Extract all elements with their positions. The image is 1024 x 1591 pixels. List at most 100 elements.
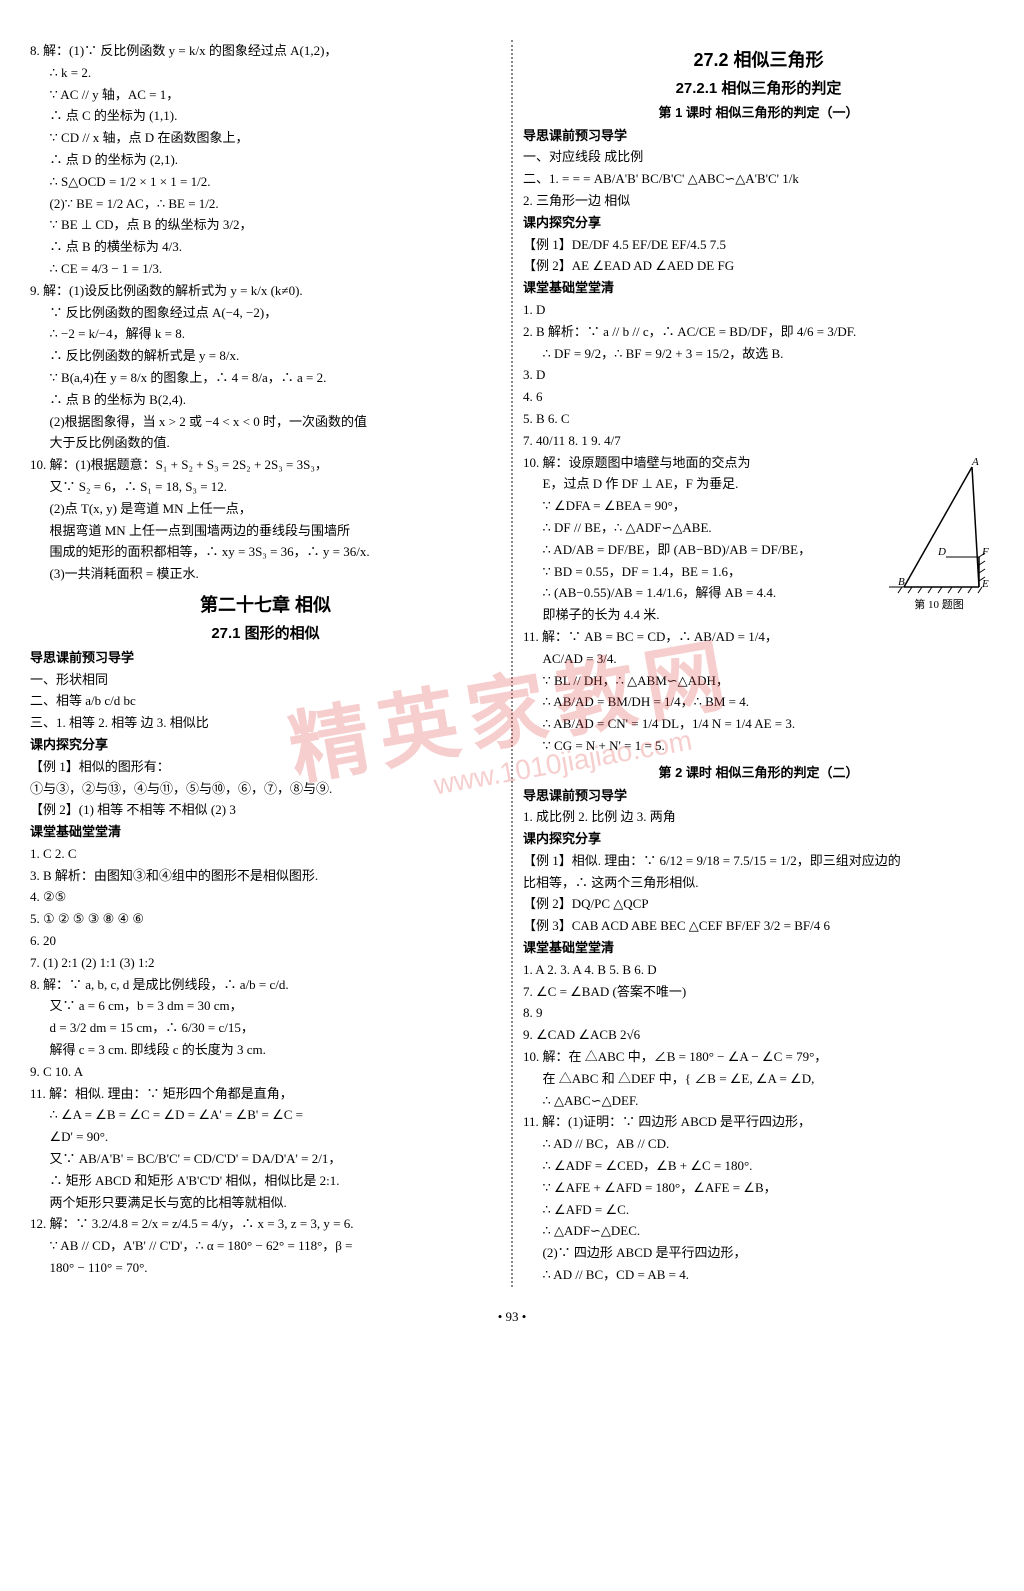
text-line: ∵ AB // CD，A'B' // C'D'，∴ α = 180° − 62°… — [30, 1236, 501, 1257]
text-line: ∵ ∠AFE + ∠AFD = 180°，∠AFE = ∠B， — [523, 1178, 994, 1199]
text-line: 一、对应线段 成比例 — [523, 147, 994, 168]
figure-10: A B D F E 第 10 题图 — [884, 457, 994, 615]
text-line: ∴ 反比例函数的解析式是 y = 8/x. — [30, 346, 501, 367]
svg-text:E: E — [981, 578, 989, 590]
text-line: ∴ AB/AD = BM/DH = 1/4，∴ BM = 4. — [523, 692, 994, 713]
text-line: 11. 解：相似. 理由：∵ 矩形四个角都是直角， — [30, 1084, 501, 1105]
text-line: ∵ BE ⊥ CD，点 B 的纵坐标为 3/2， — [30, 215, 501, 236]
text-line: ∴ 点 B 的坐标为 B(2,4). — [30, 390, 501, 411]
text-line: d = 3/2 dm = 15 cm，∴ 6/30 = c/15， — [30, 1018, 501, 1039]
text-line: 5. B 6. C — [523, 409, 994, 430]
text-line: ∴ S△OCD = 1/2 × 1 × 1 = 1/2. — [30, 172, 501, 193]
text-line: 三、1. 相等 2. 相等 边 3. 相似比 — [30, 713, 501, 734]
text-line: ∴ 点 D 的坐标为 (2,1). — [30, 150, 501, 171]
text-line: 【例 2】AE ∠EAD AD ∠AED DE FG — [523, 256, 994, 277]
svg-text:F: F — [981, 546, 989, 558]
text-line: 9. ∠CAD ∠ACB 2√6 — [523, 1025, 994, 1046]
text-line: 3. B 解析：由图知③和④组中的图形不是相似图形. — [30, 866, 501, 887]
text-line: 9. C 10. A — [30, 1062, 501, 1083]
text-line: 二、1. = = = AB/A'B' BC/B'C' △ABC∽△A'B'C' … — [523, 169, 994, 190]
text-line: 5. ① ② ⑤ ③ ⑧ ④ ⑥ — [30, 909, 501, 930]
right-column: 27.2 相似三角形 27.2.1 相似三角形的判定 第 1 课时 相似三角形的… — [523, 40, 994, 1287]
text-line: 180° − 110° = 70°. — [30, 1258, 501, 1279]
text-line: ∴ ∠ADF = ∠CED，∠B + ∠C = 180°. — [523, 1156, 994, 1177]
text-line: 8. 解：(1)∵ 反比例函数 y = k/x 的图象经过点 A(1,2)， — [30, 41, 501, 62]
text-line: ∠D' = 90°. — [30, 1127, 501, 1148]
text-line: (2)根据图象得，当 x > 2 或 −4 < x < 0 时，一次函数的值 — [30, 412, 501, 433]
text-line: 4. ②⑤ — [30, 887, 501, 908]
text-line: ①与③，②与⑬，④与⑪，⑤与⑩，⑥，⑦，⑧与⑨. — [30, 779, 501, 800]
text-line: ∴ △ADF∽△DEC. — [523, 1221, 994, 1242]
text-line: ∵ 反比例函数的图象经过点 A(−4, −2)， — [30, 303, 501, 324]
text-line: 【例 2】(1) 相等 不相等 不相似 (2) 3 — [30, 800, 501, 821]
text-line: AC/AD = 3/4. — [523, 649, 994, 670]
text-line: (3)一共消耗面积 = 模正水. — [30, 564, 501, 585]
chapter-title: 第二十七章 相似 — [30, 591, 501, 620]
text-line: ∴ −2 = k/−4，解得 k = 8. — [30, 324, 501, 345]
text-line: 在 △ABC 和 △DEF 中，{ ∠B = ∠E, ∠A = ∠D, — [523, 1069, 994, 1090]
figure-caption: 第 10 题图 — [884, 597, 994, 615]
left-column: 8. 解：(1)∵ 反比例函数 y = k/x 的图象经过点 A(1,2)， ∴… — [30, 40, 501, 1287]
heading: 课内探究分享 — [523, 829, 994, 850]
text-line: 【例 1】相似的图形有： — [30, 757, 501, 778]
heading: 课内探究分享 — [30, 735, 501, 756]
heading: 课堂基础堂堂清 — [30, 822, 501, 843]
text-line: 2. 三角形一边 相似 — [523, 191, 994, 212]
text-line: 1. 成比例 2. 比例 边 3. 两角 — [523, 807, 994, 828]
text-line: 1. D — [523, 300, 994, 321]
text-line: ∴ 点 C 的坐标为 (1,1). — [30, 106, 501, 127]
text-line: 2. B 解析：∵ a // b // c，∴ AC/CE = BD/DF，即 … — [523, 322, 994, 343]
heading: 课内探究分享 — [523, 213, 994, 234]
text-line: 【例 1】DE/DF 4.5 EF/DE EF/4.5 7.5 — [523, 235, 994, 256]
page-container: 8. 解：(1)∵ 反比例函数 y = k/x 的图象经过点 A(1,2)， ∴… — [30, 40, 994, 1287]
section-title: 27.1 图形的相似 — [30, 622, 501, 646]
text-line: ∵ B(a,4)在 y = 8/x 的图象上，∴ 4 = 8/a，∴ a = 2… — [30, 368, 501, 389]
text-line: ∴ 矩形 ABCD 和矩形 A'B'C'D' 相似，相似比是 2:1. — [30, 1171, 501, 1192]
text-line: ∴ AB/AD = CN' = 1/4 DL，1/4 N = 1/4 AE = … — [523, 714, 994, 735]
text-line: 10. 解：在 △ABC 中，∠B = 180° − ∠A − ∠C = 79°… — [523, 1047, 994, 1068]
chapter-title: 27.2 相似三角形 — [523, 46, 994, 75]
section-title: 27.2.1 相似三角形的判定 — [523, 77, 994, 101]
text-line: 一、形状相同 — [30, 670, 501, 691]
text-line: 8. 9 — [523, 1003, 994, 1024]
text-line: 11. 解：∵ AB = BC = CD，∴ AB/AD = 1/4， — [523, 627, 994, 648]
svg-text:B: B — [898, 576, 905, 588]
svg-text:D: D — [937, 546, 946, 558]
text-line: 12. 解：∵ 3.2/4.8 = 2/x = z/4.5 = 4/y，∴ x … — [30, 1214, 501, 1235]
heading: 导思课前预习导学 — [523, 126, 994, 147]
text-line: ∵ AC // y 轴，AC = 1， — [30, 85, 501, 106]
column-divider — [511, 40, 513, 1287]
text-line: 又∵ S₂ = 6，∴ S₁ = 18, S₃ = 12. — [30, 477, 501, 498]
text-line: 解得 c = 3 cm. 即线段 c 的长度为 3 cm. — [30, 1040, 501, 1061]
text-line: 两个矩形只要满足长与宽的比相等就相似. — [30, 1193, 501, 1214]
page-number: • 93 • — [30, 1307, 994, 1328]
text-line: 又∵ AB/A'B' = BC/B'C' = CD/C'D' = DA/D'A'… — [30, 1149, 501, 1170]
text-line: 3. D — [523, 365, 994, 386]
text-line: 8. 解：∵ a, b, c, d 是成比例线段，∴ a/b = c/d. — [30, 975, 501, 996]
text-line: ∴ △ABC∽△DEF. — [523, 1091, 994, 1112]
text-line: 7. ∠C = ∠BAD (答案不唯一) — [523, 982, 994, 1003]
text-line: 6. 20 — [30, 931, 501, 952]
text-line: ∵ CG = N + N' = 1 = 5. — [523, 736, 994, 757]
svg-text:A: A — [971, 457, 979, 468]
text-line: 【例 3】CAB ACD ABE BEC △CEF BF/EF 3/2 = BF… — [523, 916, 994, 937]
text-line: 7. (1) 2:1 (2) 1:1 (3) 1:2 — [30, 953, 501, 974]
heading: 课堂基础堂堂清 — [523, 938, 994, 959]
heading: 导思课前预习导学 — [30, 648, 501, 669]
text-line: 1. A 2. 3. A 4. B 5. B 6. D — [523, 960, 994, 981]
text-line: (2)∵ BE = 1/2 AC，∴ BE = 1/2. — [30, 194, 501, 215]
text-line: ∴ ∠A = ∠B = ∠C = ∠D = ∠A' = ∠B' = ∠C = — [30, 1105, 501, 1126]
text-line: ∴ AD // BC，CD = AB = 4. — [523, 1265, 994, 1286]
text-line: 又∵ a = 6 cm，b = 3 dm = 30 cm， — [30, 996, 501, 1017]
text-line: 【例 1】相似. 理由：∵ 6/12 = 9/18 = 7.5/15 = 1/2… — [523, 851, 994, 872]
text-line: ∴ ∠AFD = ∠C. — [523, 1200, 994, 1221]
text-line: 11. 解：(1)证明：∵ 四边形 ABCD 是平行四边形， — [523, 1112, 994, 1133]
text-line: 比相等，∴ 这两个三角形相似. — [523, 873, 994, 894]
text-line: 9. 解：(1)设反比例函数的解析式为 y = k/x (k≠0). — [30, 281, 501, 302]
text-line: ∴ DF = 9/2，∴ BF = 9/2 + 3 = 15/2，故选 B. — [523, 344, 994, 365]
text-line: ∵ CD // x 轴，点 D 在函数图象上， — [30, 128, 501, 149]
text-line: 1. C 2. C — [30, 844, 501, 865]
text-line: ∴ k = 2. — [30, 63, 501, 84]
text-line: 10. 解：(1)根据题意：S₁ + S₂ + S₃ = 2S₂ + 2S₃ =… — [30, 455, 501, 476]
text-line: 【例 2】DQ/PC △QCP — [523, 894, 994, 915]
